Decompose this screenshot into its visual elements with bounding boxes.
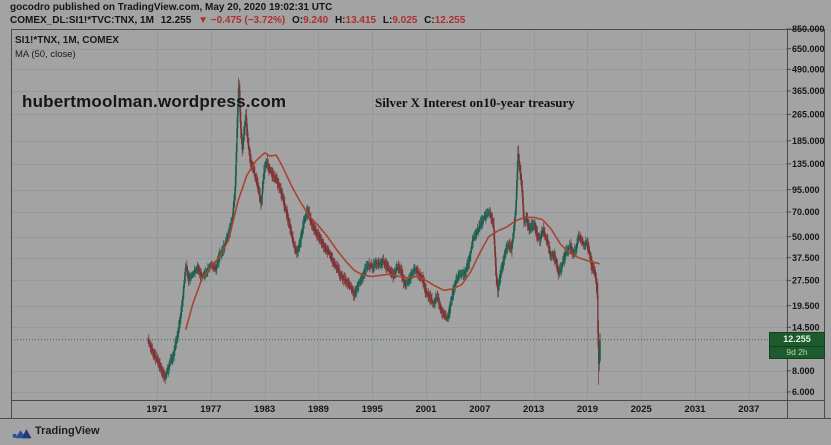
last-price: 12.255 (160, 15, 192, 26)
svg-text:2013: 2013 (523, 404, 544, 415)
svg-text:1977: 1977 (200, 404, 221, 415)
close-value: 12.255 (434, 15, 466, 26)
svg-text:14.500: 14.500 (792, 322, 820, 332)
price-axis[interactable]: 850.000 650.000 490.000 365.000 265.000 185.0… (786, 24, 825, 397)
svg-text:1989: 1989 (308, 404, 329, 415)
svg-text:1983: 1983 (254, 404, 275, 415)
svg-text:650.000: 650.000 (792, 44, 825, 54)
publish-byline: gocodro published on TradingView.com, Ma… (10, 2, 332, 13)
high-value: 13.415 (345, 15, 377, 26)
chart-borders (0, 29, 831, 419)
svg-text:6.000: 6.000 (792, 387, 815, 397)
candles-layer (147, 77, 601, 385)
svg-text:2037: 2037 (738, 404, 759, 415)
grid-layer (11, 29, 787, 400)
chart-title-annotation: Silver X Interest on10-year treasury (375, 95, 575, 110)
tradingview-brand-link[interactable]: TradingView (35, 425, 100, 437)
legend-ma-study: MA (50, close) (15, 49, 76, 60)
svg-text:2007: 2007 (469, 404, 490, 415)
svg-text:37.500: 37.500 (792, 253, 820, 263)
watermark-url: hubertmoolman.wordpress.com (22, 92, 287, 111)
svg-text:19.500: 19.500 (792, 301, 820, 311)
svg-text:70.000: 70.000 (792, 207, 820, 217)
open-label: O: (292, 15, 304, 26)
svg-text:2001: 2001 (415, 404, 437, 415)
time-axis[interactable]: 1971 1977 1983 1989 1995 2001 2007 2013 2019 2025… (146, 404, 759, 415)
footer-bar: TradingView (0, 419, 831, 445)
publisher-username: gocodro (10, 2, 50, 13)
symbol-quote-line: COMEX_DL:SI1!*TVC:TNX, 1M 12.255 ▼ −0.47… (10, 15, 465, 26)
svg-text:2025: 2025 (631, 404, 653, 415)
badge-price: 12.255 (783, 334, 811, 344)
high-label: H: (334, 15, 346, 26)
chart-legend: SI1!*TNX, 1M, COMEX MA (50, close) (15, 35, 119, 60)
svg-text:850.000: 850.000 (792, 24, 825, 34)
close-label: C: (424, 15, 435, 26)
svg-text:1995: 1995 (362, 404, 384, 415)
low-value: 9.025 (392, 15, 418, 26)
svg-text:185.000: 185.000 (792, 136, 825, 146)
legend-symbol: SI1!*TNX, 1M, COMEX (15, 35, 119, 46)
svg-text:1971: 1971 (146, 404, 168, 415)
tradingview-logo-icon[interactable] (11, 426, 33, 440)
low-label: L: (382, 15, 393, 26)
svg-text:365.000: 365.000 (792, 86, 825, 96)
svg-text:135.000: 135.000 (792, 159, 825, 169)
bar-close-countdown: 9d 2h (770, 346, 824, 358)
svg-text:490.000: 490.000 (792, 65, 825, 75)
publish-info: published on TradingView.com, May 20, 20… (50, 2, 333, 13)
svg-text:27.500: 27.500 (792, 276, 820, 286)
last-price-axis-badge: 12.255 9d 2h (769, 332, 825, 359)
svg-text:2019: 2019 (577, 404, 598, 415)
svg-text:50.000: 50.000 (792, 232, 820, 242)
ma-line (184, 152, 600, 331)
svg-text:2031: 2031 (684, 404, 706, 415)
svg-text:265.000: 265.000 (792, 110, 825, 120)
price-change: ▼ −0.475 (−3.72%) (198, 15, 286, 26)
svg-text:95.000: 95.000 (792, 185, 820, 195)
symbol-name: COMEX_DL:SI1!*TVC:TNX, 1M (10, 15, 154, 26)
svg-text:8.000: 8.000 (792, 366, 815, 376)
open-value: 9.240 (303, 15, 329, 26)
